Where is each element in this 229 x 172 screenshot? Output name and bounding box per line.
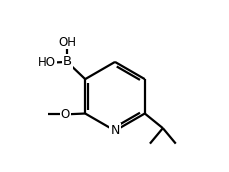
Text: N: N [110,124,119,137]
Text: HO: HO [38,56,56,69]
Text: OH: OH [58,36,76,49]
Text: B: B [62,55,71,68]
Text: O: O [60,108,70,121]
